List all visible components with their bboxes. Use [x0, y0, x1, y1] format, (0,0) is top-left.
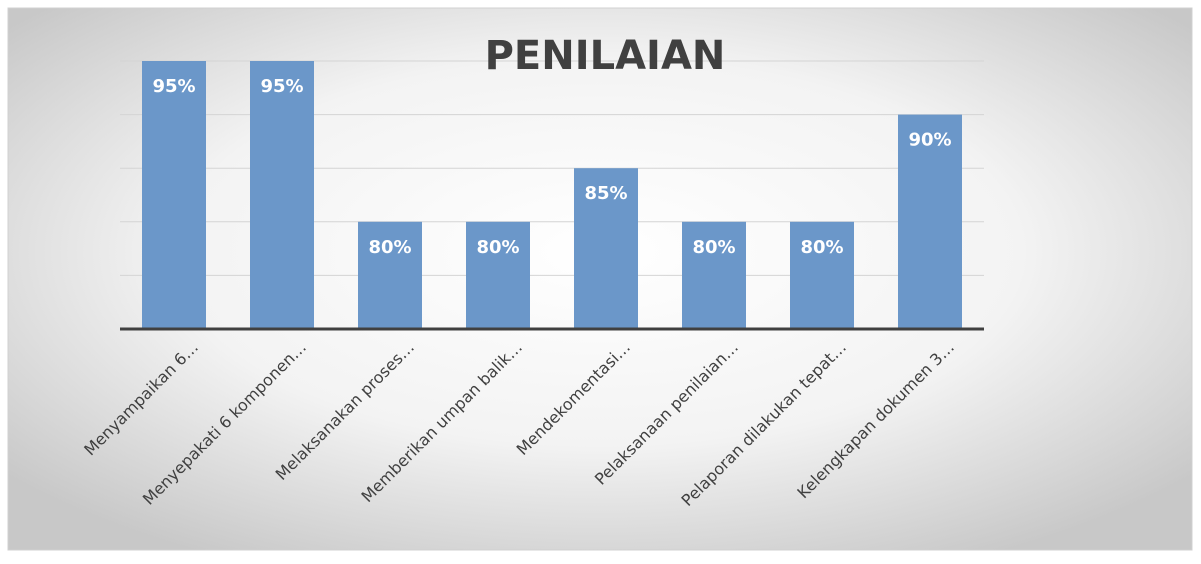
data-label: 85%: [584, 183, 627, 204]
bar: [574, 168, 638, 329]
data-label: 80%: [368, 237, 411, 258]
data-label: 95%: [152, 76, 195, 97]
data-label: 95%: [260, 76, 303, 97]
bar: [466, 221, 530, 329]
data-label: 80%: [800, 237, 843, 258]
bar: [358, 221, 422, 329]
bar: [898, 114, 962, 329]
bar: [142, 61, 206, 329]
data-label: 80%: [476, 237, 519, 258]
bar: [790, 221, 854, 329]
data-label: 90%: [908, 130, 951, 151]
data-label: 80%: [692, 237, 735, 258]
bar: [682, 221, 746, 329]
chart-title: PENILAIAN: [485, 33, 726, 79]
bar: [250, 61, 314, 329]
